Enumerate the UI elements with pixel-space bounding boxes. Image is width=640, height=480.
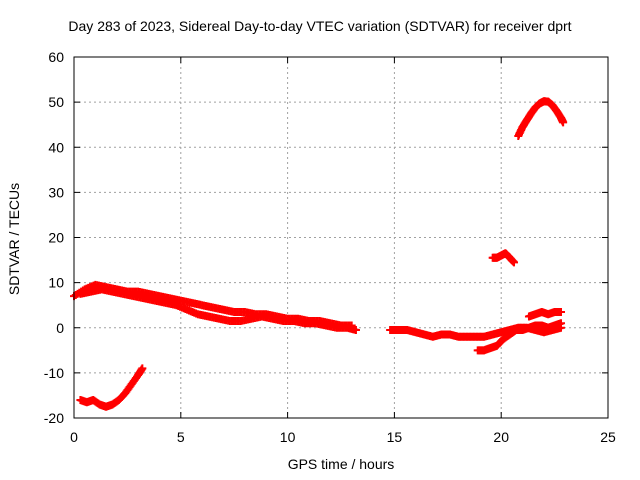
y-tick-label: 20 [48, 230, 64, 246]
series-trace-mid-high [488, 249, 519, 267]
series-trace-late-small [524, 307, 566, 321]
x-tick-label: 0 [70, 429, 78, 445]
y-tick-label: 50 [48, 94, 64, 110]
series-trace-main-early-b [76, 285, 360, 335]
x-tick-label: 10 [280, 429, 296, 445]
grid-lines [74, 57, 608, 418]
x-axis-label: GPS time / hours [287, 456, 395, 472]
y-tick-label: -10 [44, 365, 64, 381]
x-tick-label: 15 [387, 429, 403, 445]
data-point [557, 307, 566, 316]
data-point [559, 118, 568, 127]
x-tick-label: 25 [600, 429, 616, 445]
series-trace-top-arc [514, 97, 568, 140]
chart-title: Day 283 of 2023, Sidereal Day-to-day VTE… [68, 18, 572, 34]
series-trace-late-rise [473, 319, 566, 355]
y-tick-label: 40 [48, 139, 64, 155]
data-point [510, 258, 519, 267]
y-tick-label: 60 [48, 49, 64, 65]
plot-frame [73, 56, 609, 419]
x-tick-label: 5 [177, 429, 185, 445]
y-tick-label: -20 [44, 410, 64, 426]
data-point [138, 364, 147, 373]
data-points [70, 97, 568, 411]
y-tick-label: 10 [48, 275, 64, 291]
data-point [557, 319, 566, 328]
data-point [351, 326, 360, 335]
y-tick-label: 30 [48, 184, 64, 200]
y-tick-label: 0 [56, 320, 64, 336]
series-trace-early-negative [76, 364, 147, 411]
x-tick-label: 20 [493, 429, 509, 445]
